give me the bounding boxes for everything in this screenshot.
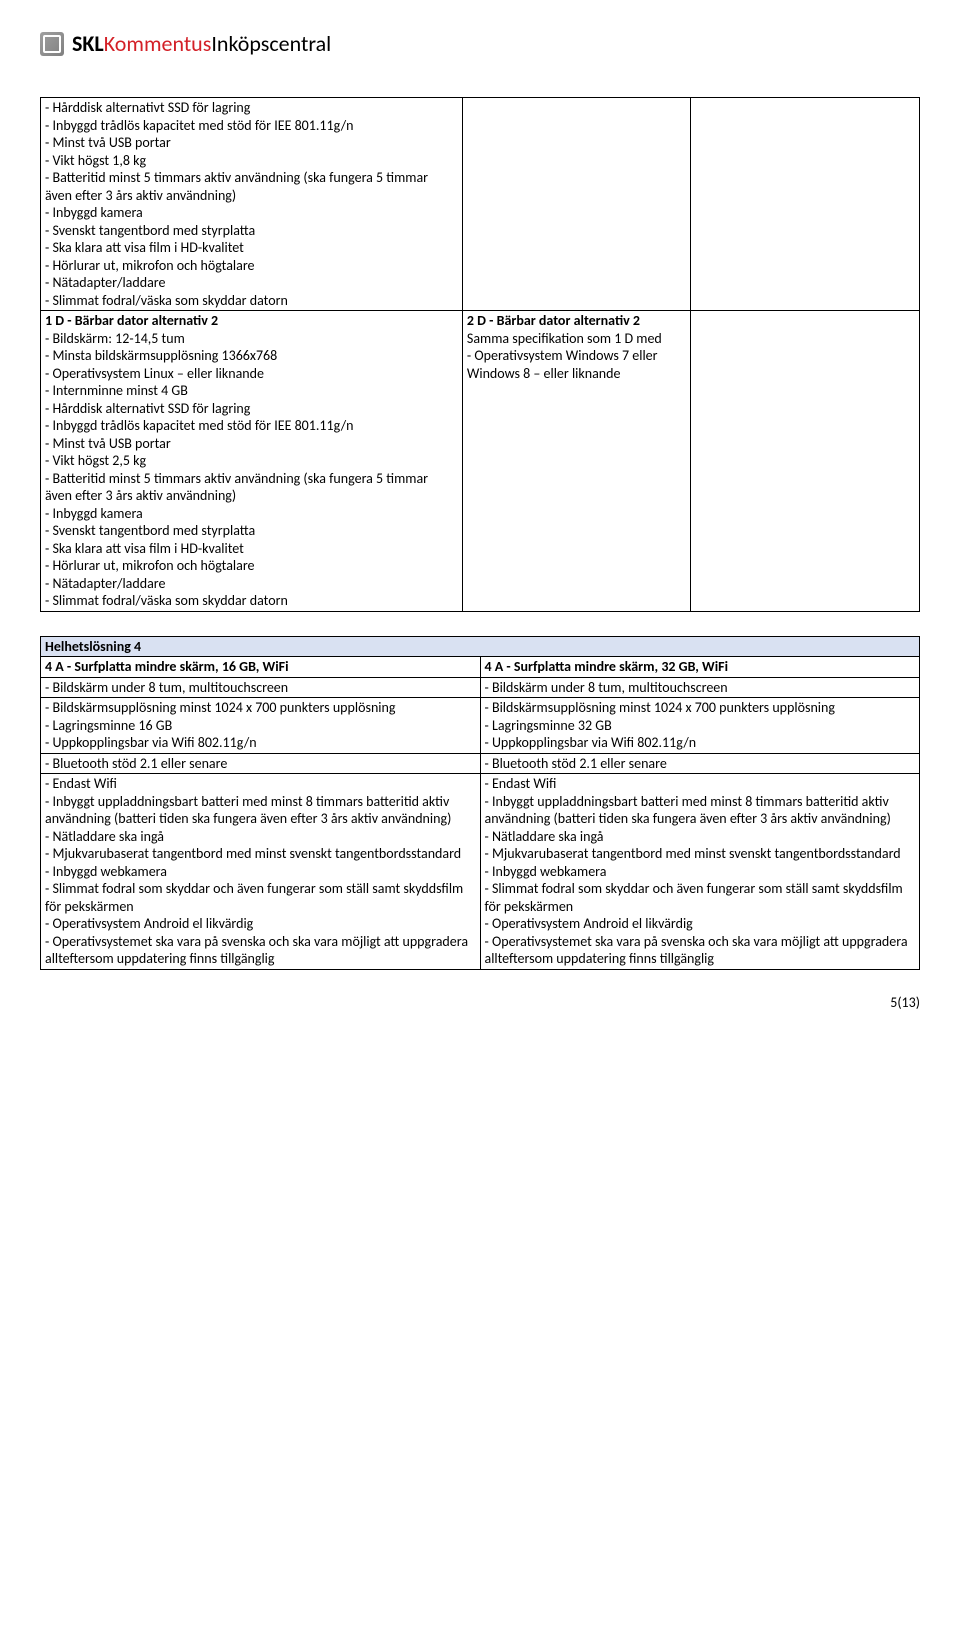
table-header-row: Helhetslösning 4 (41, 636, 920, 657)
cell-spec: - Endast Wifi - Inbyggt uppladdningsbart… (480, 774, 920, 970)
cell-spec: 2 D - Bärbar dator alternativ 2 Samma sp… (462, 311, 691, 612)
cell-title: 4 A - Surfplatta mindre skärm, 32 GB, Wi… (480, 657, 920, 678)
table-row: 4 A - Surfplatta mindre skärm, 16 GB, Wi… (41, 657, 920, 678)
logo-text: SKLKommentusInköpscentral (72, 30, 331, 57)
table-row: - Bildskärmsupplösning minst 1024 x 700 … (41, 698, 920, 754)
cell-spec: - Hårddisk alternativt SSD för lagring -… (41, 98, 463, 311)
logo-skl: SKL (72, 30, 104, 57)
cell-body: Samma specifikation som 1 D med - Operat… (467, 330, 662, 382)
cell-spec: 1 D - Bärbar dator alternativ 2 - Bildsk… (41, 311, 463, 612)
logo-mark-icon (40, 32, 64, 56)
table-row: - Bluetooth stöd 2.1 eller senare - Blue… (41, 753, 920, 774)
logo-kommentus: Kommentus (104, 30, 212, 57)
cell-empty (462, 98, 691, 311)
cell-empty (691, 98, 920, 311)
cell-title: 4 A - Surfplatta mindre skärm, 16 GB, Wi… (41, 657, 481, 678)
cell-title: 1 D - Bärbar dator alternativ 2 (45, 312, 218, 329)
logo-inkops: Inköpscentral (211, 30, 331, 57)
cell-spec: - Bluetooth stöd 2.1 eller senare (480, 753, 920, 774)
spec-table-2: Helhetslösning 4 4 A - Surfplatta mindre… (40, 636, 920, 970)
logo: SKLKommentusInköpscentral (40, 30, 920, 57)
cell-spec: - Bildskärmsupplösning minst 1024 x 700 … (480, 698, 920, 754)
table-row: 1 D - Bärbar dator alternativ 2 - Bildsk… (41, 311, 920, 612)
page-number: 5(13) (40, 994, 920, 1011)
cell-spec: - Bildskärm under 8 tum, multitouchscree… (41, 677, 481, 698)
cell-title: 2 D - Bärbar dator alternativ 2 (467, 312, 640, 329)
spec-table-1: - Hårddisk alternativt SSD för lagring -… (40, 97, 920, 612)
table-row: - Hårddisk alternativt SSD för lagring -… (41, 98, 920, 311)
cell-spec: - Bildskärm under 8 tum, multitouchscree… (480, 677, 920, 698)
cell-body: - Bildskärm: 12-14,5 tum - Minsta bildsk… (45, 330, 428, 610)
table-row: - Endast Wifi - Inbyggt uppladdningsbart… (41, 774, 920, 970)
cell-spec: - Bildskärmsupplösning minst 1024 x 700 … (41, 698, 481, 754)
table-row: - Bildskärm under 8 tum, multitouchscree… (41, 677, 920, 698)
cell-spec: - Bluetooth stöd 2.1 eller senare (41, 753, 481, 774)
cell-empty (691, 311, 920, 612)
table-header: Helhetslösning 4 (41, 636, 920, 657)
cell-spec: - Endast Wifi - Inbyggt uppladdningsbart… (41, 774, 481, 970)
